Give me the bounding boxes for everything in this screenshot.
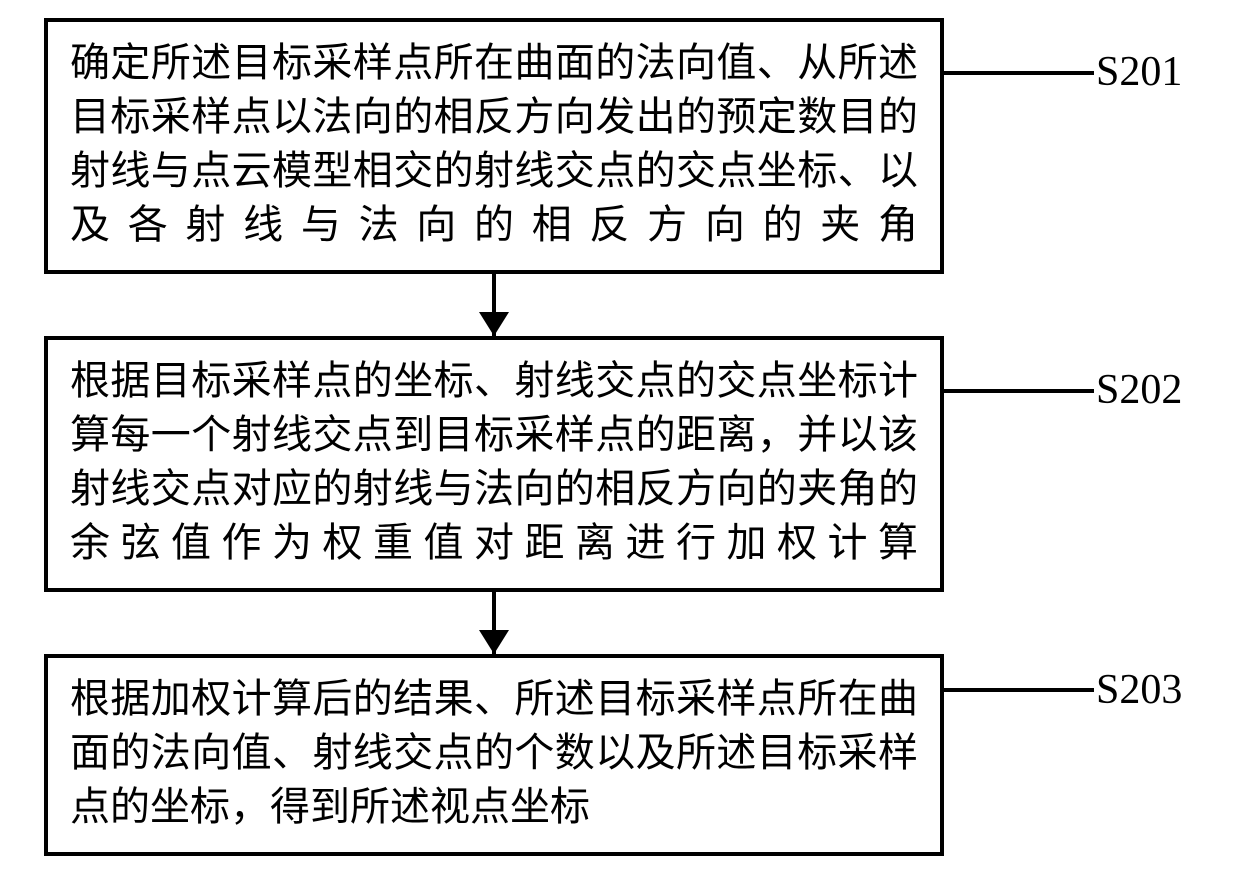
step-text-s203: 根据加权计算后的结果、所述目标采样点所在曲面的法向值、射线交点的个数以及所述目标… [70,672,918,834]
step-connector-s202 [944,389,1094,393]
step-box-s201: 确定所述目标采样点所在曲面的法向值、从所述目标采样点以法向的相反方向发出的预定数… [44,18,944,274]
step-label-s203: S203 [1096,666,1182,714]
step-s203: 根据加权计算后的结果、所述目标采样点所在曲面的法向值、射线交点的个数以及所述目标… [44,654,1194,856]
step-s202: 根据目标采样点的坐标、射线交点的交点坐标计算每一个射线交点到目标采样点的距离，并… [44,336,1194,592]
arrow-head-1 [479,312,509,336]
arrow-head-2 [479,630,509,654]
step-label-s202: S202 [1096,366,1182,414]
step-s201: 确定所述目标采样点所在曲面的法向值、从所述目标采样点以法向的相反方向发出的预定数… [44,18,1194,274]
arrow-1 [44,274,944,336]
step-box-s202: 根据目标采样点的坐标、射线交点的交点坐标计算每一个射线交点到目标采样点的距离，并… [44,336,944,592]
step-label-s201: S201 [1096,48,1182,96]
arrow-2 [44,592,944,654]
step-box-s203: 根据加权计算后的结果、所述目标采样点所在曲面的法向值、射线交点的个数以及所述目标… [44,654,944,856]
step-text-s202: 根据目标采样点的坐标、射线交点的交点坐标计算每一个射线交点到目标采样点的距离，并… [70,354,918,570]
step-text-s201: 确定所述目标采样点所在曲面的法向值、从所述目标采样点以法向的相反方向发出的预定数… [70,36,918,252]
step-connector-s201 [944,71,1094,75]
step-connector-s203 [944,688,1094,692]
flowchart-container: 确定所述目标采样点所在曲面的法向值、从所述目标采样点以法向的相反方向发出的预定数… [44,18,1194,856]
